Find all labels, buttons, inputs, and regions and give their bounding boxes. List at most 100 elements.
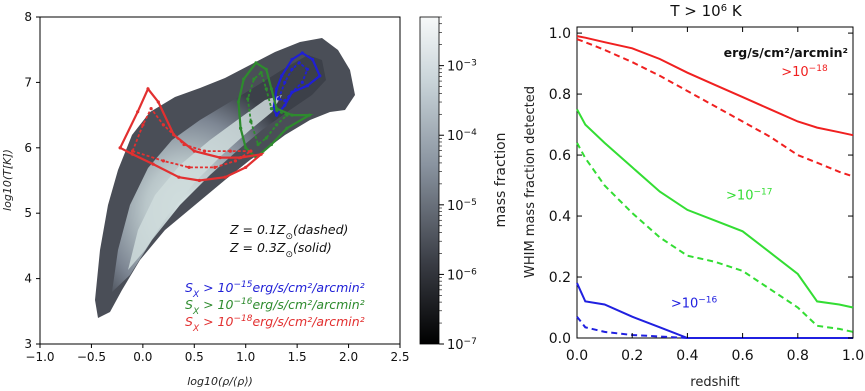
- contour-point: [264, 67, 268, 71]
- colorbar: [419, 16, 440, 345]
- contour-point: [300, 80, 304, 84]
- chart-title: T > 106 K: [669, 2, 743, 20]
- series-label: >10−17: [726, 187, 772, 203]
- colorbar-tick-label: 10−6: [447, 267, 477, 283]
- metallicity-solid-label: Z = 0.3Z⊙(solid): [229, 240, 332, 260]
- contour-point: [118, 146, 122, 150]
- density-core: [112, 55, 326, 292]
- y-tick-label: 0.2: [549, 270, 571, 286]
- contour-point: [249, 149, 253, 153]
- y-axis-label: WHIM mass fraction detected: [523, 86, 538, 278]
- x-tick-label: 0.0: [133, 350, 152, 364]
- series-label: >10−18: [781, 64, 828, 80]
- flux-legend-entry: SX > 10−18erg/s/cm²/arcmin²: [185, 314, 365, 334]
- contour-point: [218, 156, 222, 160]
- series-label: >10−16: [671, 296, 718, 312]
- x-tick-label: −0.5: [77, 350, 106, 364]
- y-tick-label: 6: [24, 141, 32, 155]
- unit-label: erg/s/cm²/arcmin²: [724, 45, 848, 60]
- x-tick-label: 0.2: [621, 348, 643, 364]
- contour-point: [290, 113, 294, 117]
- series-line-dashed-0: [576, 38, 854, 178]
- contour-point: [300, 51, 304, 55]
- contour-point: [285, 126, 289, 130]
- contour-point: [297, 61, 301, 65]
- x-tick-label: 1.0: [236, 350, 255, 364]
- colorbar-tick-label: 10−4: [447, 128, 477, 144]
- plot-frame: [39, 16, 401, 345]
- x-tick-label: 1.5: [288, 350, 307, 364]
- contour-point: [239, 156, 243, 160]
- contour-point: [283, 99, 287, 103]
- metallicity-dashed-label: Z = 0.1Z⊙(dashed): [229, 222, 348, 242]
- contour-point: [269, 107, 273, 111]
- contour-point: [192, 149, 196, 153]
- series-line-dashed-2: [576, 316, 853, 339]
- contour-point: [275, 123, 279, 127]
- contour-point: [146, 87, 150, 91]
- contour-point: [242, 77, 246, 81]
- contour-point: [256, 142, 260, 147]
- colorbar-tick-label: 10−3: [447, 59, 477, 75]
- contour-point: [203, 149, 207, 153]
- x-tick-label: 0.4: [676, 348, 698, 364]
- contour-point: [151, 162, 155, 166]
- contour-point: [131, 149, 135, 153]
- x-axis-label: log10(ρ/⟨ρ⟩): [187, 375, 253, 388]
- flux-legend-entry: SX > 10−15erg/s/cm²/arcmin²: [185, 280, 365, 300]
- contour-point: [246, 97, 250, 101]
- contour-point: [269, 87, 273, 91]
- colorbar-tick-label: 10−5: [447, 198, 477, 214]
- contour-point: [223, 175, 227, 179]
- contour-point: [233, 159, 237, 163]
- contour-point: [264, 87, 268, 91]
- colorbar-label: mass fraction: [493, 132, 509, 227]
- contour-point: [259, 71, 263, 75]
- series-line-dashed-1: [576, 142, 854, 333]
- x-tick-label: 0.0: [566, 348, 588, 364]
- contour-point: [136, 110, 140, 114]
- contour-point: [228, 149, 232, 153]
- x-axis-label: redshift: [690, 375, 739, 390]
- x-tick-label: 2.0: [339, 350, 358, 364]
- contour-point: [275, 87, 279, 91]
- contour-point: [275, 107, 279, 111]
- x-tick-label: 1.0: [842, 348, 864, 364]
- contour-solid-0: [272, 51, 322, 118]
- x-tick-label: 0.5: [185, 350, 204, 364]
- density-bright: [128, 95, 282, 270]
- y-axis-label: log10(T[K]): [1, 149, 14, 211]
- contour-point: [156, 100, 160, 104]
- contour-point: [275, 113, 279, 117]
- contour-point: [161, 159, 165, 163]
- contour-point: [318, 74, 322, 78]
- contour-solid-2: [119, 86, 265, 182]
- y-tick-label: 0.8: [549, 87, 571, 103]
- contour-point: [172, 133, 176, 137]
- x-tick-label: 2.5: [390, 350, 409, 364]
- y-tick-label: 1.0: [549, 26, 571, 42]
- contour-point: [187, 165, 191, 169]
- contour-point: [239, 126, 243, 130]
- contour-point: [305, 84, 309, 88]
- contour-point: [311, 57, 315, 62]
- series-line-solid-2: [576, 282, 853, 339]
- y-tick-label: 3: [24, 337, 32, 351]
- contour-point: [307, 113, 312, 117]
- y-tick-label: 8: [24, 10, 32, 24]
- contour-point: [269, 142, 273, 147]
- contour-point: [280, 74, 284, 78]
- contour-point: [131, 152, 135, 156]
- contour-point: [254, 61, 258, 65]
- contour-point: [283, 103, 287, 107]
- contour-point: [290, 67, 294, 71]
- contour-point: [290, 57, 294, 62]
- series-line-solid-0: [576, 35, 854, 137]
- y-tick-label: 0.4: [549, 209, 571, 225]
- metallicity-annotation: Z = 0.1Z⊙(dashed) Z = 0.3Z⊙(solid): [229, 222, 348, 260]
- x-tick-label: −1.0: [25, 350, 54, 364]
- contour-point: [244, 146, 248, 150]
- x-tick-label: 0.8: [787, 348, 809, 364]
- contour-point: [197, 178, 201, 183]
